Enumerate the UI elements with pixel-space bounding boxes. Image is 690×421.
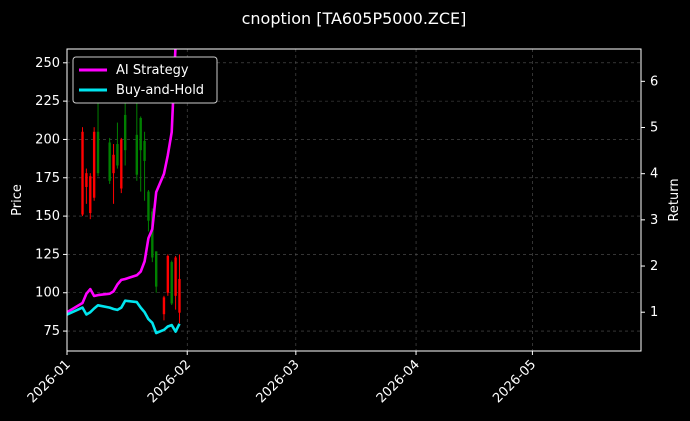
candle-body: [147, 191, 150, 221]
y-tick-label: 250: [35, 56, 60, 71]
candle-body: [123, 114, 127, 151]
candle-body: [170, 262, 173, 304]
y2-tick-label: 6: [650, 74, 658, 89]
candle-body: [178, 278, 181, 313]
strategy-lines: [67, 49, 181, 335]
legend-box: [72, 56, 218, 104]
y-tick-label: 150: [35, 209, 60, 224]
y-tick-label: 125: [35, 247, 60, 262]
candle-body: [143, 140, 146, 161]
y-tick-label: 75: [43, 324, 60, 339]
y-tick-label: 175: [35, 171, 60, 186]
candle-body: [120, 139, 123, 189]
candle-body: [135, 134, 139, 175]
candle-body: [116, 144, 119, 166]
buy-and-hold-line: [67, 299, 181, 335]
candle-body: [139, 117, 142, 151]
chart-title: cnoption [TA605P5000.ZCE]: [242, 9, 467, 28]
y-tick-label: 100: [35, 286, 60, 301]
candle-body: [81, 131, 84, 215]
plot-frame: [66, 48, 642, 352]
y2-tick-label: 3: [650, 213, 658, 228]
legend-label-buy-and-hold: Buy-and-Hold: [116, 83, 204, 98]
y2-axis-title: Return: [667, 178, 682, 221]
candle-body: [166, 255, 170, 293]
candle-body: [162, 297, 166, 315]
y-tick-label: 225: [35, 94, 60, 109]
legend-label-ai-strategy: AI Strategy: [116, 63, 189, 78]
y-axis-title: Price: [10, 184, 25, 216]
candle-body: [108, 142, 111, 181]
candlesticks: [81, 75, 181, 324]
candle-body: [174, 257, 177, 296]
candle-body: [89, 176, 92, 214]
y2-tick-label: 1: [650, 305, 658, 320]
candle-body: [151, 211, 154, 258]
legend: AI Strategy Buy-and-Hold: [72, 56, 218, 104]
ai-strategy-line: [67, 49, 177, 314]
y-tick-label: 200: [35, 132, 60, 147]
candle-body: [155, 251, 158, 287]
candle-body: [96, 131, 100, 174]
candle-body: [92, 131, 96, 198]
candle-body: [85, 173, 88, 187]
y2-tick-label: 2: [650, 259, 658, 274]
y2-tick-label: 4: [650, 167, 658, 182]
y2-tick-label: 5: [650, 121, 658, 136]
candle-body: [112, 154, 115, 174]
